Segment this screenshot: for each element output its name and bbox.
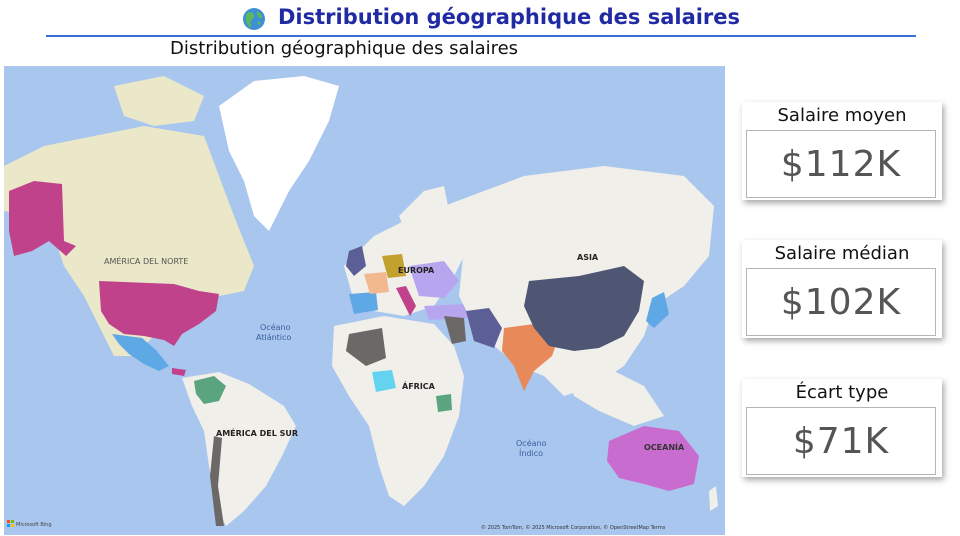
label-asia: ASIA xyxy=(577,253,599,262)
page-header: Distribution géographique des salaires xyxy=(0,0,960,40)
greenland-land xyxy=(219,76,339,231)
germany-region[interactable] xyxy=(382,254,406,278)
kpi-value: $71K xyxy=(792,420,890,462)
south-america-land xyxy=(182,372,296,526)
eastern-europe-region[interactable] xyxy=(409,261,459,298)
nigeria-region[interactable] xyxy=(372,370,396,392)
kpi-label: Salaire moyen xyxy=(777,105,907,126)
map-attribution[interactable]: © 2025 TomTom, © 2025 Microsoft Corporat… xyxy=(481,524,666,531)
kpi-card-ecart-type: Écart type $71K xyxy=(742,379,942,477)
france-region[interactable] xyxy=(364,272,389,294)
mexico-region[interactable] xyxy=(112,334,169,371)
kpi-label: Salaire médian xyxy=(774,243,910,264)
colombia-region[interactable] xyxy=(194,376,226,404)
japan-region[interactable] xyxy=(646,292,669,328)
southeast-asia-land xyxy=(564,366,664,426)
middle-east-region[interactable] xyxy=(444,316,466,344)
kpi-card-salaire-median: Salaire médian $102K xyxy=(742,240,942,338)
scandinavia-land xyxy=(399,186,449,241)
alaska-region[interactable] xyxy=(9,181,76,256)
salary-map[interactable]: AMÉRICA DEL NORTE AMÉRICA DEL SUR EUROPA… xyxy=(4,66,725,535)
italy-region[interactable] xyxy=(396,286,416,316)
label-atlantic-1: Océano xyxy=(260,322,291,332)
kpi-value: $112K xyxy=(780,143,902,185)
caribbean-region[interactable] xyxy=(172,368,186,376)
label-south-america: AMÉRICA DEL SUR xyxy=(216,427,298,438)
map-visual-title: Distribution géographique des salaires xyxy=(170,38,519,59)
new-zealand-land xyxy=(709,486,718,511)
spain-region[interactable] xyxy=(349,292,378,314)
china-region[interactable] xyxy=(524,266,644,351)
turkey-region[interactable] xyxy=(424,304,469,320)
globe-americas-icon xyxy=(243,8,265,30)
kenya-region[interactable] xyxy=(436,394,452,412)
iran-region[interactable] xyxy=(466,308,502,348)
map-canvas[interactable]: AMÉRICA DEL NORTE AMÉRICA DEL SUR EUROPA… xyxy=(4,66,725,535)
label-atlantic-2: Atlántico xyxy=(256,333,291,342)
header-divider xyxy=(46,35,916,37)
chile-region[interactable] xyxy=(210,436,224,526)
kpi-value-box: $71K xyxy=(746,407,936,475)
label-oceania: OCEANÍA xyxy=(644,441,685,452)
bing-label: Microsoft Bing xyxy=(16,522,52,528)
bing-brand: Microsoft Bing xyxy=(7,520,52,528)
australia-region[interactable] xyxy=(607,426,699,491)
label-indian-1: Océano xyxy=(516,438,547,448)
label-indian-2: Índico xyxy=(519,447,543,458)
kpi-card-salaire-moyen: Salaire moyen $112K xyxy=(742,102,942,200)
arctic-islands xyxy=(114,76,204,126)
algeria-region[interactable] xyxy=(346,328,386,366)
uk-region[interactable] xyxy=(346,246,366,276)
kpi-value-box: $112K xyxy=(746,130,936,198)
label-africa: ÁFRICA xyxy=(402,380,436,391)
label-north-america: AMÉRICA DEL NORTE xyxy=(104,255,188,266)
page-title: Distribution géographique des salaires xyxy=(278,5,741,29)
kpi-value-box: $102K xyxy=(746,268,936,336)
usa-region[interactable] xyxy=(99,281,219,346)
kpi-label: Écart type xyxy=(795,382,889,403)
kpi-value: $102K xyxy=(780,281,902,323)
label-europe: EUROPA xyxy=(398,266,435,275)
